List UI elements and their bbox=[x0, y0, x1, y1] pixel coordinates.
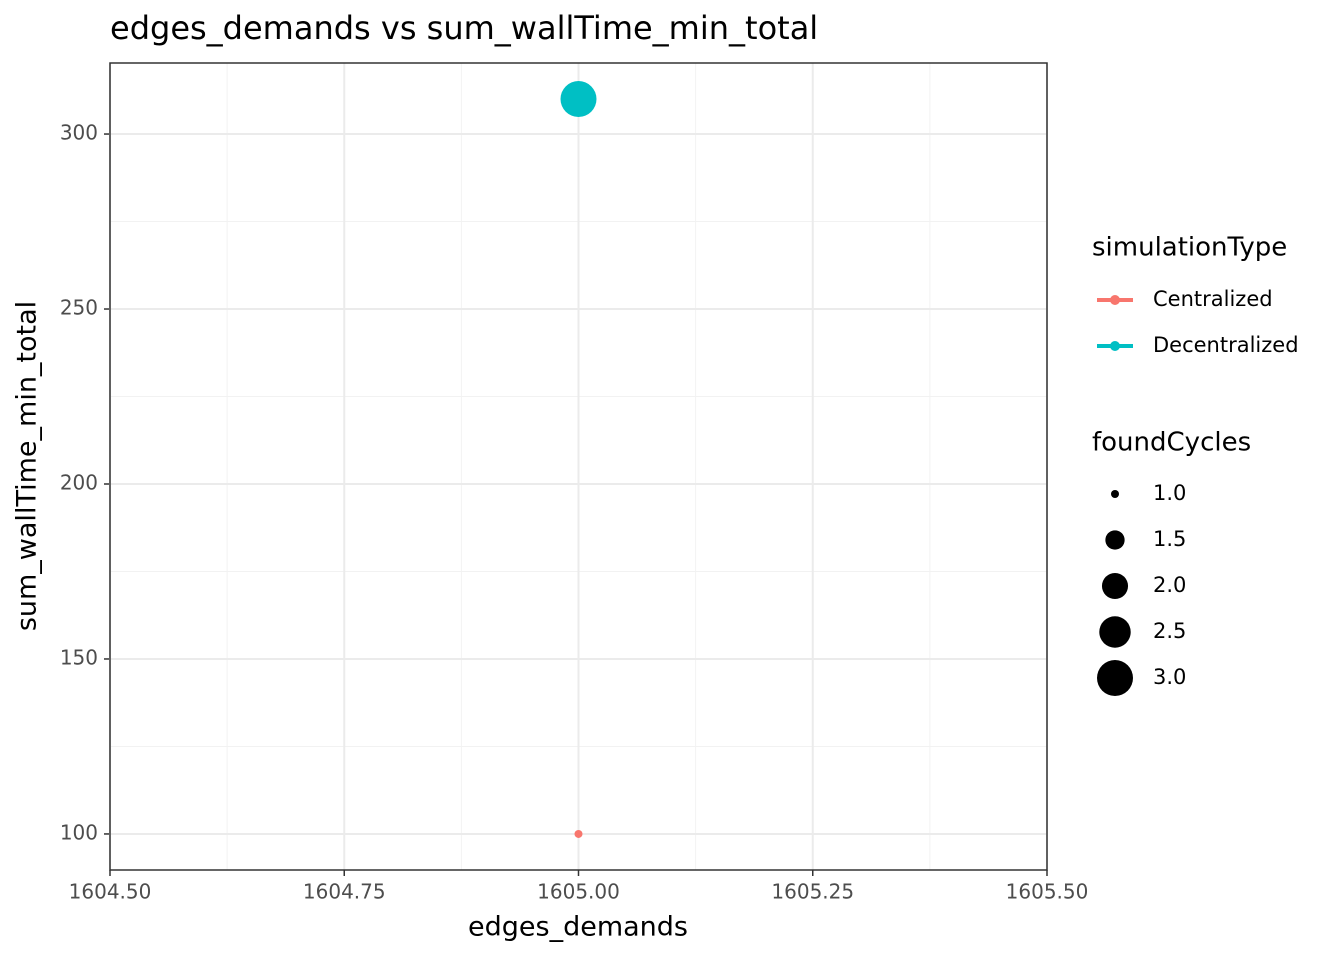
y-tick-label: 300 bbox=[60, 121, 98, 145]
size-legend-label: 1.5 bbox=[1153, 527, 1186, 551]
x-tick-label: 1605.00 bbox=[537, 880, 620, 904]
size-legend-label: 1.0 bbox=[1153, 481, 1186, 505]
y-tick-label: 150 bbox=[60, 645, 98, 669]
x-tick-label: 1604.75 bbox=[303, 880, 386, 904]
x-tick-label: 1605.25 bbox=[771, 880, 854, 904]
y-tick-label: 250 bbox=[60, 296, 98, 320]
chart-title: edges_demands vs sum_wallTime_min_total bbox=[110, 9, 818, 47]
y-tick-label: 200 bbox=[60, 470, 98, 494]
size-legend-marker bbox=[1105, 530, 1125, 550]
legend-title: simulationType bbox=[1092, 233, 1287, 263]
size-legend-marker bbox=[1111, 490, 1119, 498]
size-legend-label: 2.0 bbox=[1153, 573, 1186, 597]
y-axis-label: sum_wallTime_min_total bbox=[12, 301, 43, 631]
panel-border bbox=[109, 62, 1048, 871]
y-tick-label: 100 bbox=[60, 820, 98, 844]
size-legend-title: foundCycles bbox=[1092, 428, 1251, 458]
point bbox=[560, 81, 597, 118]
size-legend-marker bbox=[1097, 660, 1133, 696]
size-legend-label: 2.5 bbox=[1153, 619, 1186, 643]
legend-marker bbox=[1110, 295, 1120, 305]
legend-label: Decentralized bbox=[1153, 333, 1299, 357]
x-tick-label: 1605.50 bbox=[1006, 880, 1089, 904]
size-legend-label: 3.0 bbox=[1153, 665, 1186, 689]
size-legend-marker bbox=[1099, 616, 1131, 648]
legend-marker bbox=[1110, 341, 1120, 351]
x-axis-label: edges_demands bbox=[468, 912, 688, 943]
size-legend-marker bbox=[1101, 572, 1129, 600]
point bbox=[574, 829, 583, 838]
legend-label: Centralized bbox=[1153, 287, 1273, 311]
x-tick-label: 1604.50 bbox=[69, 880, 152, 904]
